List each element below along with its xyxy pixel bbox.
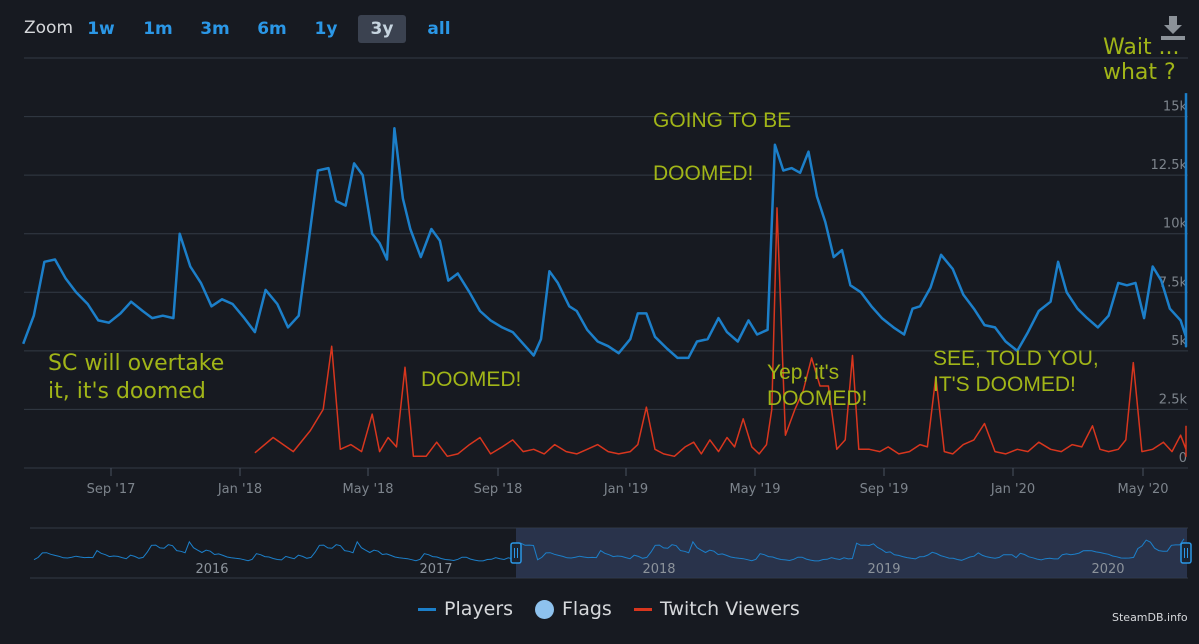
navigator-year-label: 2020 (1091, 562, 1124, 577)
y-axis-ticks: 0 2.5k 5k 7.5k 10k 12.5k 15k (1151, 100, 1188, 466)
x-tick-label: Jan '18 (217, 482, 262, 497)
x-tick-label: Sep '19 (860, 482, 909, 497)
annotation-overtake: SC will overtake it, it's doomed (48, 351, 225, 404)
zoom-1w-button[interactable]: 1w (87, 19, 115, 39)
zoom-6m-button[interactable]: 6m (257, 19, 287, 39)
navigator-year-label: 2018 (642, 562, 675, 577)
legend-flags-swatch (535, 600, 554, 619)
credit-label: SteamDB.info (1112, 611, 1188, 624)
legend-players[interactable]: Players (418, 598, 513, 620)
x-tick-label: May '18 (342, 482, 393, 497)
x-tick-label: Sep '17 (87, 482, 136, 497)
y-tick-label: 2.5k (1159, 392, 1188, 407)
y-tick-label: 7.5k (1159, 275, 1188, 290)
zoom-label: Zoom (24, 18, 74, 38)
legend-twitch-label: Twitch Viewers (660, 598, 800, 620)
zoom-3m-button[interactable]: 3m (200, 19, 230, 39)
x-tick-label: Jan '19 (603, 482, 648, 497)
grid-lines (24, 57, 1188, 469)
zoom-1m-button[interactable]: 1m (143, 19, 173, 39)
series-lines (22, 93, 1188, 458)
zoom-all-button[interactable]: all (427, 19, 451, 39)
navigator-year-label: 2016 (195, 562, 228, 577)
navigator-left-handle[interactable] (510, 542, 522, 564)
legend-players-swatch (418, 608, 436, 611)
legend-players-label: Players (444, 598, 514, 620)
navigator-year-label: 2019 (867, 562, 900, 577)
x-tick-label: May '20 (1117, 482, 1168, 497)
annotation-doomed-1: DOOMED! (421, 368, 522, 391)
legend-flags-label: Flags (562, 598, 612, 620)
x-tick-label: May '19 (729, 482, 780, 497)
annotation-yep-doomed: Yep, it's DOOMED! (767, 361, 868, 411)
navigator-year-label: 2017 (419, 562, 452, 577)
y-tick-label: 5k (1171, 334, 1187, 349)
twitch-series-line (254, 207, 1187, 458)
y-tick-label: 12.5k (1151, 158, 1188, 173)
annotation-told-you: SEE, TOLD YOU, IT'S DOOMED! (933, 347, 1099, 397)
legend-flags[interactable]: Flags (535, 598, 612, 620)
legend-twitch-swatch (634, 608, 652, 611)
x-axis-ticks: Sep '17 Jan '18 May '18 Sep '18 Jan '19 May '… (87, 468, 1169, 497)
y-tick-label: 10k (1163, 217, 1188, 232)
handle-box (1180, 542, 1192, 564)
navigator-line (33, 538, 1185, 562)
annotation-going-to-be-doomed: GOING TO BE DOOMED! (653, 109, 792, 185)
navigator: 2016 2017 2018 2019 2020 (30, 527, 1192, 579)
handle-box (510, 542, 522, 564)
y-tick-label: 0 (1179, 451, 1187, 466)
x-tick-label: Jan '20 (990, 482, 1035, 497)
zoom-1y-button[interactable]: 1y (314, 19, 338, 39)
players-series-line (22, 93, 1188, 360)
y-tick-label: 15k (1163, 100, 1188, 115)
download-icon[interactable] (1160, 14, 1186, 42)
annotation-wait-what: Wait ... what ? (1103, 35, 1180, 86)
navigator-right-handle[interactable] (1180, 542, 1192, 564)
x-tick-label: Sep '18 (474, 482, 523, 497)
zoom-3y-button[interactable]: 3y (358, 15, 406, 43)
legend-twitch-viewers[interactable]: Twitch Viewers (634, 598, 800, 620)
navigator-selection (516, 528, 1187, 578)
